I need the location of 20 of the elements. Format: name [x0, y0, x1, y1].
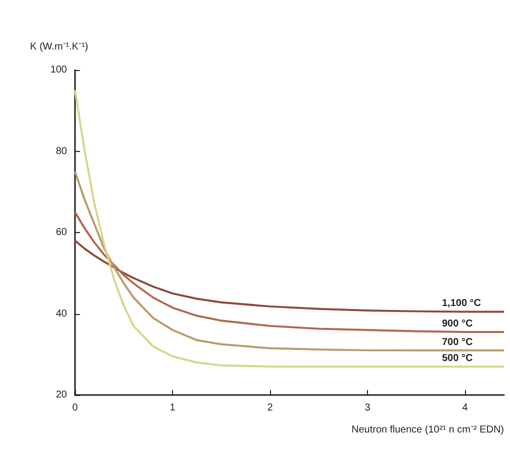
line-series	[74, 170, 505, 352]
y-axis-title: K (W.m⁻¹.K⁻¹)	[30, 42, 88, 52]
x-tick-label: 4	[462, 402, 468, 414]
x-tick-label: 3	[364, 402, 371, 414]
y-tick-label: 80	[56, 146, 68, 157]
x-tick-label: 0	[72, 402, 78, 414]
line-series	[74, 89, 505, 368]
x-tick-label: 1	[170, 402, 176, 414]
series-label: 900 °C	[442, 318, 473, 330]
x-tick-label: 2	[267, 402, 274, 414]
y-tick-label: 40	[56, 308, 68, 320]
line-series	[74, 240, 505, 313]
x-axis-title: Neutron fluence (10²¹ n cm⁻² EDN)	[352, 424, 504, 436]
series-label: 700 °C	[442, 336, 473, 348]
series-label: 1,100 °C	[442, 298, 482, 310]
y-tick-label: 100	[50, 64, 68, 76]
series-label: 500 °C	[442, 353, 473, 364]
y-tick-label: 60	[56, 227, 68, 238]
line-series	[74, 211, 505, 334]
y-tick-label: 20	[56, 390, 68, 400]
